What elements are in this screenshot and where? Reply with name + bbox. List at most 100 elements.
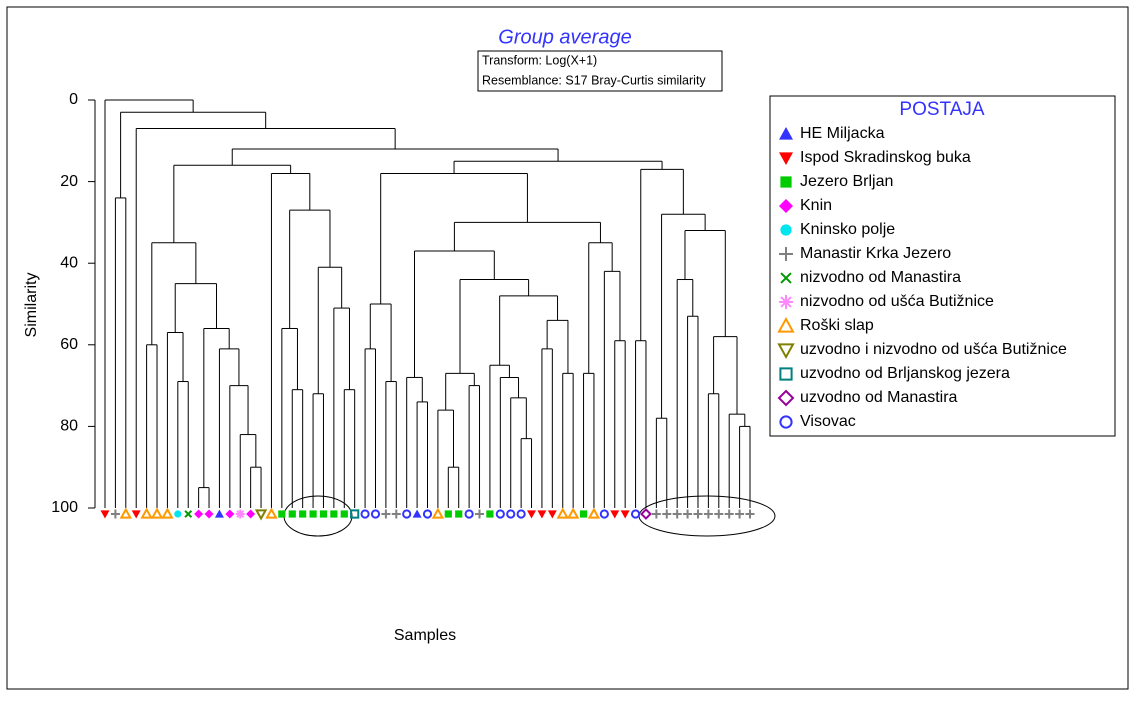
leaf-marker [184,510,193,518]
symbol-shape [204,509,214,519]
legend-label: uzvodno od Manastira [800,389,958,406]
leaf-marker [620,510,630,519]
leaf-marker [724,509,734,519]
chart-title: Group average [498,26,631,48]
y-axis-label: Similarity [23,273,40,338]
y-tick-label: 40 [60,254,78,271]
symbol-shape [566,507,580,519]
symbol-stroke [184,510,193,518]
leaf-marker [745,509,755,519]
leaf-marker [547,510,557,519]
leaf-marker [630,509,641,519]
leaf-marker [350,509,360,519]
leaf-marker [587,507,601,519]
plot [104,99,751,508]
symbol-shape [299,510,307,518]
symbol-shape [412,509,422,518]
symbol-shape [350,509,360,519]
symbol-shape [610,510,620,519]
symbol-shape [777,389,795,407]
legend-label: nizvodno od Manastira [800,269,961,286]
symbol-shape [779,367,793,381]
leaf-marker [475,509,485,519]
symbol-shape [506,509,516,519]
leaf-marker [254,509,268,521]
leaf-marker [278,510,286,518]
legend-symbol [777,316,795,333]
leaf-marker [579,510,588,518]
leaf-marker [640,508,652,520]
leaf-marker [299,510,307,518]
annotation: Resemblance: S17 Bray-Curtis similarity [482,73,706,87]
symbol-shape [537,510,547,519]
symbol-shape [777,343,795,360]
legend-label: nizvodno od ušća Butižnice [800,293,994,310]
leaf-marker [495,509,505,519]
y-tick-label: 0 [69,91,78,108]
leaf-marker [651,509,661,519]
leaf-marker [360,509,370,519]
legend-symbol [779,127,793,140]
leaf-marker [402,509,412,519]
legend-label: Roški slap [800,317,874,334]
leaf-marker [566,507,580,519]
legend-label: uzvodno od Brljanskog jezera [800,365,1010,382]
legend-label: HE Miljacka [800,125,885,142]
leaf-marker [556,507,569,519]
symbol-shape [587,507,601,519]
symbol-shape [780,224,792,236]
legend-symbol [777,343,795,360]
y-tick-label: 80 [60,418,78,435]
leaf-marker [672,509,682,519]
legend-symbol [779,367,793,381]
leaf-marker [110,509,120,519]
legend-label: Ispod Skradinskog buka [800,149,971,166]
legend-label: Knin [800,197,832,214]
leaf-marker [516,509,526,519]
annotation-box [477,50,723,92]
y-tick-label: 20 [60,173,78,190]
legend-box [769,95,1116,437]
leaf-marker [235,509,245,519]
symbol-shape [464,509,474,519]
symbol-shape [455,510,463,518]
symbol-shape [100,510,110,519]
symbol-shape [402,509,412,519]
symbol-shape [516,509,526,519]
leaf-marker [319,510,328,518]
symbol-shape [309,510,317,518]
y-tick-label: 60 [60,336,78,353]
legend-symbol [780,272,792,284]
symbol-shape [444,510,452,518]
leaf-marker [265,507,278,519]
symbol-shape [495,509,505,519]
leaf-marker [431,507,445,519]
legend-symbol [779,415,793,429]
symbol-shape [486,510,494,518]
symbol-shape [214,509,224,518]
leaf-marker [131,510,141,519]
symbol-shape [174,510,182,518]
symbol-shape [779,152,793,165]
x-axis-label: Samples [394,627,456,644]
legend-symbol [779,247,793,261]
leaf-marker [225,509,235,519]
leaf-marker [610,510,620,519]
leaf-marker [119,507,133,519]
leaf-marker [662,509,672,519]
legend-symbol [780,176,792,188]
leaf-marker [444,510,452,518]
symbol-shape [140,507,153,519]
symbol-shape [340,510,348,518]
leaf-marker [693,509,703,519]
symbol-shape [779,199,793,213]
leaf-marker [309,510,317,518]
symbol-shape [370,509,381,519]
leaf-marker [703,509,713,519]
symbol-shape [422,509,433,519]
leaf-marker [714,509,724,519]
legend-symbol [777,389,795,407]
leaf-marker [340,510,348,518]
leaf-marker [455,510,463,518]
